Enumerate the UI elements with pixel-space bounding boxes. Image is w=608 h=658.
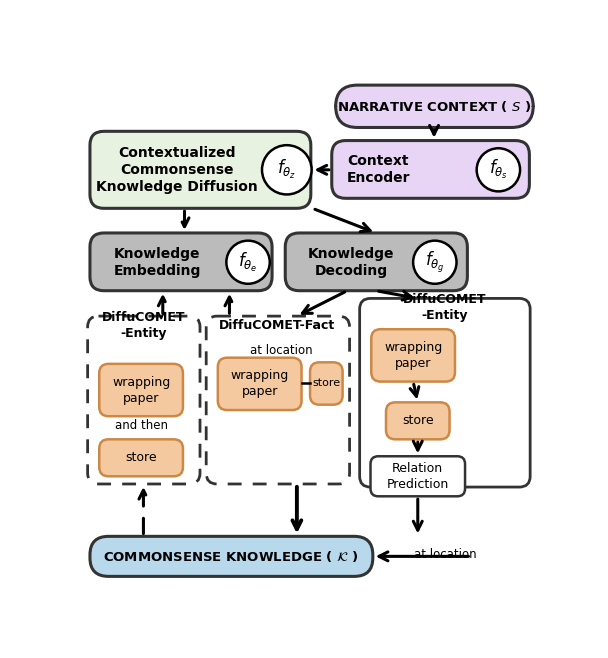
Text: and then: and then (114, 419, 168, 432)
FancyBboxPatch shape (285, 233, 468, 291)
Circle shape (477, 148, 520, 191)
Text: NARRATIVE CONTEXT ( $\mathit{S}$ ): NARRATIVE CONTEXT ( $\mathit{S}$ ) (337, 99, 532, 114)
Text: COMMONSENSE KNOWLEDGE ( $\mathcal{K}$ ): COMMONSENSE KNOWLEDGE ( $\mathcal{K}$ ) (103, 549, 359, 564)
Text: DiffuCOMET-Fact: DiffuCOMET-Fact (219, 319, 336, 332)
Circle shape (413, 241, 457, 284)
FancyBboxPatch shape (99, 364, 183, 417)
Text: store: store (313, 378, 340, 388)
Text: at location: at location (250, 343, 313, 357)
Text: $f_{\theta_z}$: $f_{\theta_z}$ (277, 159, 297, 182)
Text: wrapping
paper: wrapping paper (384, 341, 442, 370)
Text: Knowledge
Embedding: Knowledge Embedding (114, 247, 201, 278)
Text: store: store (402, 415, 434, 427)
Text: Context
Encoder: Context Encoder (347, 154, 410, 186)
Text: Contextualized
Commonsense
Knowledge Diffusion: Contextualized Commonsense Knowledge Dif… (96, 145, 258, 194)
Text: wrapping
paper: wrapping paper (112, 376, 170, 405)
FancyBboxPatch shape (90, 233, 272, 291)
Text: DiffuCOMET
-Entity: DiffuCOMET -Entity (102, 311, 185, 340)
FancyBboxPatch shape (371, 329, 455, 382)
FancyBboxPatch shape (386, 402, 449, 440)
FancyBboxPatch shape (99, 440, 183, 476)
FancyBboxPatch shape (332, 141, 530, 198)
Text: wrapping
paper: wrapping paper (230, 369, 289, 398)
FancyBboxPatch shape (310, 363, 342, 405)
Circle shape (226, 241, 270, 284)
Text: DiffuCOMET
-Entity: DiffuCOMET -Entity (403, 293, 486, 322)
Text: Knowledge
Decoding: Knowledge Decoding (308, 247, 395, 278)
FancyBboxPatch shape (370, 456, 465, 496)
Circle shape (262, 145, 311, 195)
Text: store: store (125, 451, 157, 465)
FancyBboxPatch shape (90, 536, 373, 576)
Text: at location: at location (413, 548, 476, 561)
Text: $f_{\theta_g}$: $f_{\theta_g}$ (425, 249, 444, 275)
Text: $f_{\theta_s}$: $f_{\theta_s}$ (489, 159, 508, 182)
FancyBboxPatch shape (336, 85, 533, 128)
Text: $f_{\theta_e}$: $f_{\theta_e}$ (238, 251, 258, 274)
FancyBboxPatch shape (90, 132, 311, 209)
Text: Relation
Prediction: Relation Prediction (387, 462, 449, 491)
FancyBboxPatch shape (218, 358, 302, 410)
